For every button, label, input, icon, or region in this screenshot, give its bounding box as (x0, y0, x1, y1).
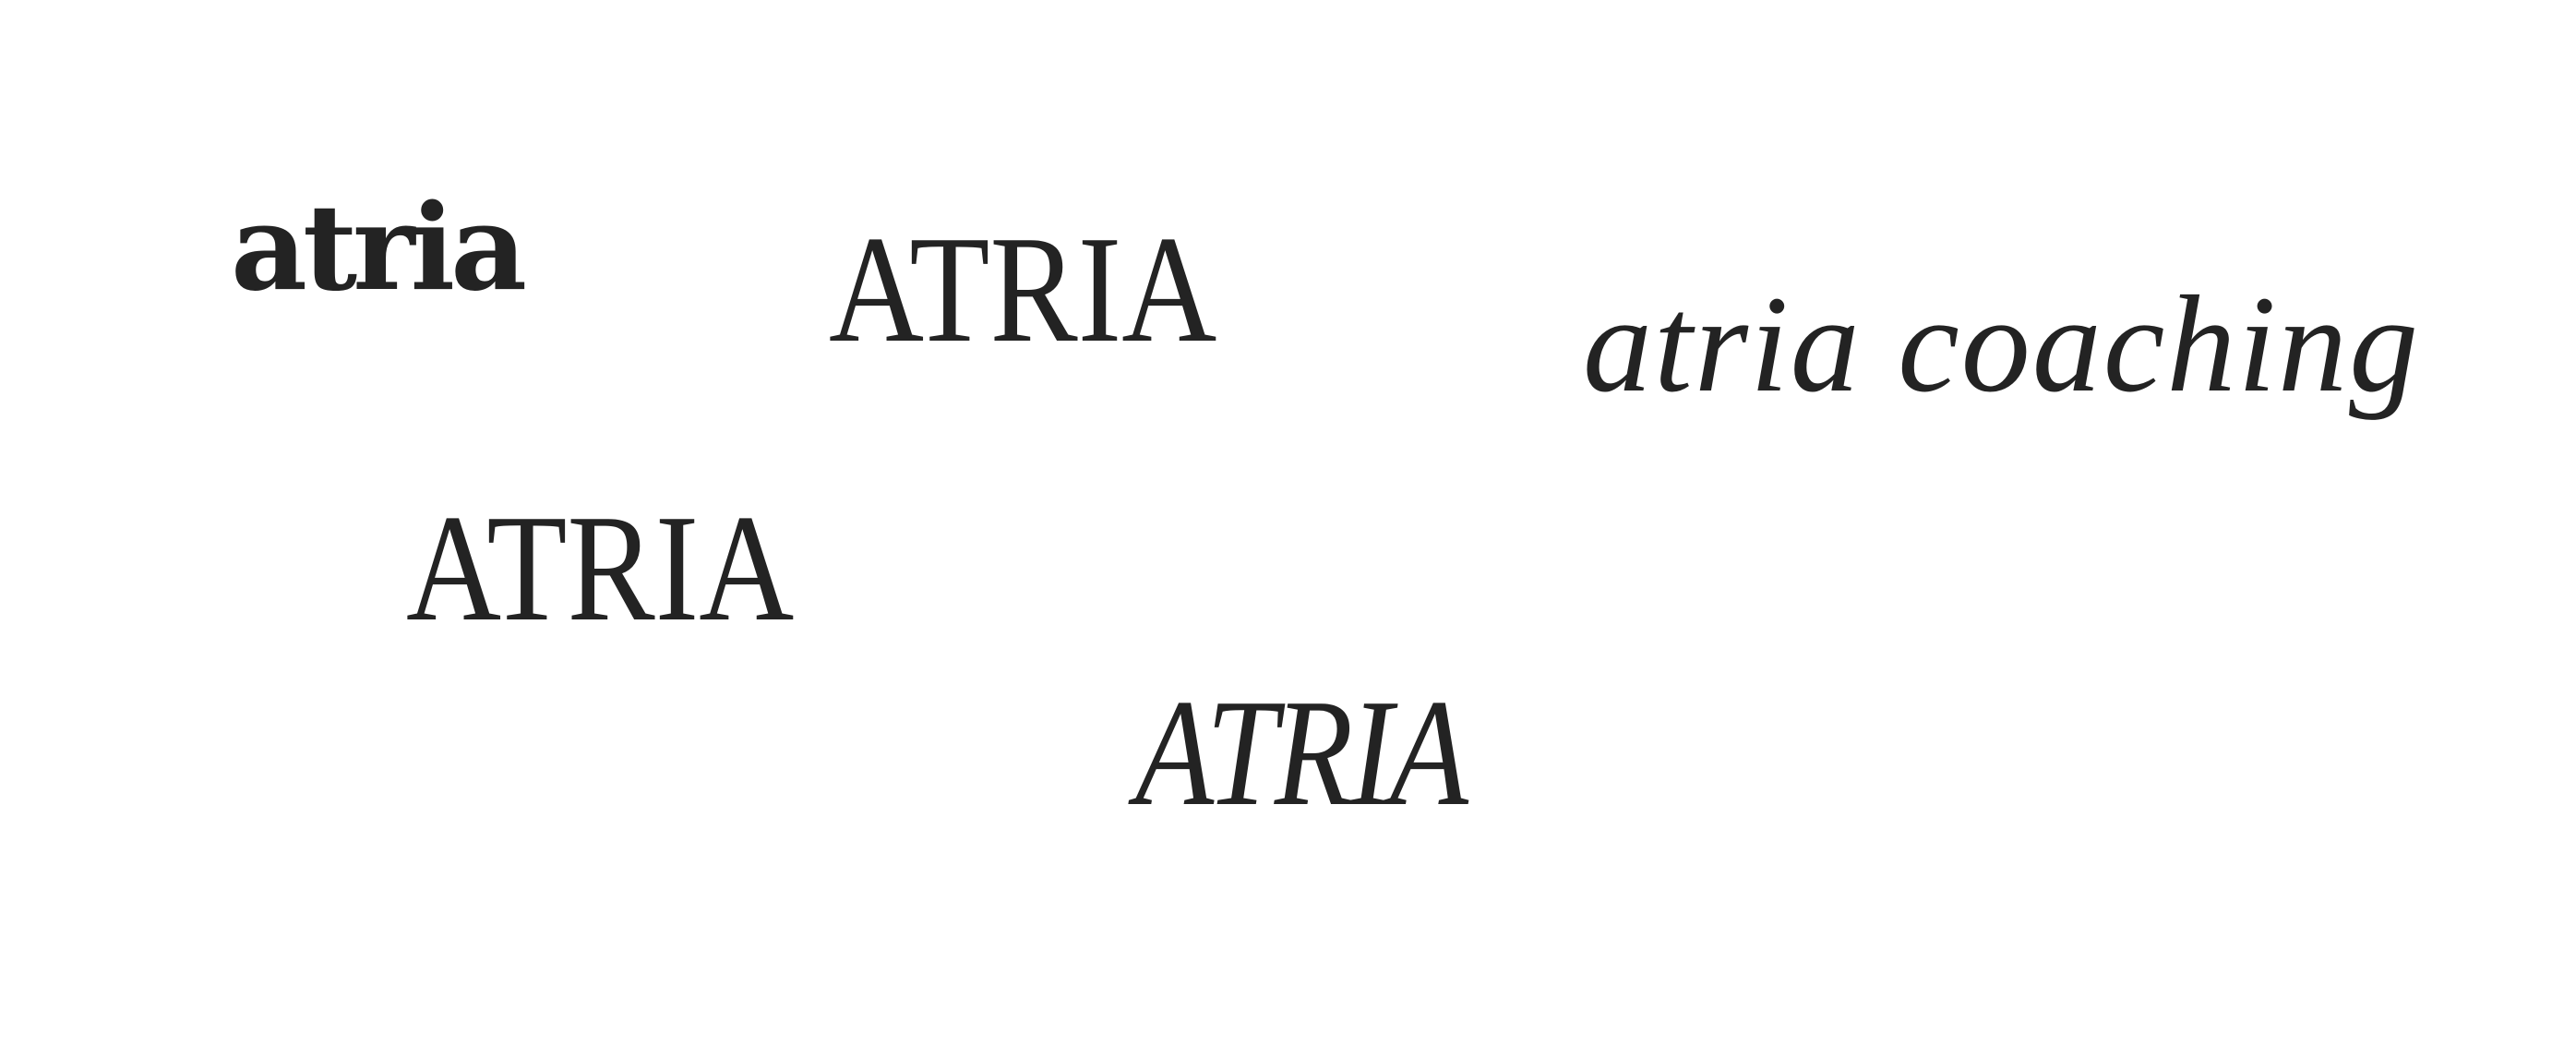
wordmark-atria-bold-lowercase: atria (231, 179, 527, 318)
wordmark-atria-caps-italic: ATRIA (1135, 667, 1468, 837)
wordmark-atria-caps-top: ATRIA (829, 204, 1217, 374)
wordmark-atria-coaching-italic: atria coaching (1583, 268, 2421, 421)
wordmark-atria-caps-middle: ATRIA (406, 483, 795, 653)
